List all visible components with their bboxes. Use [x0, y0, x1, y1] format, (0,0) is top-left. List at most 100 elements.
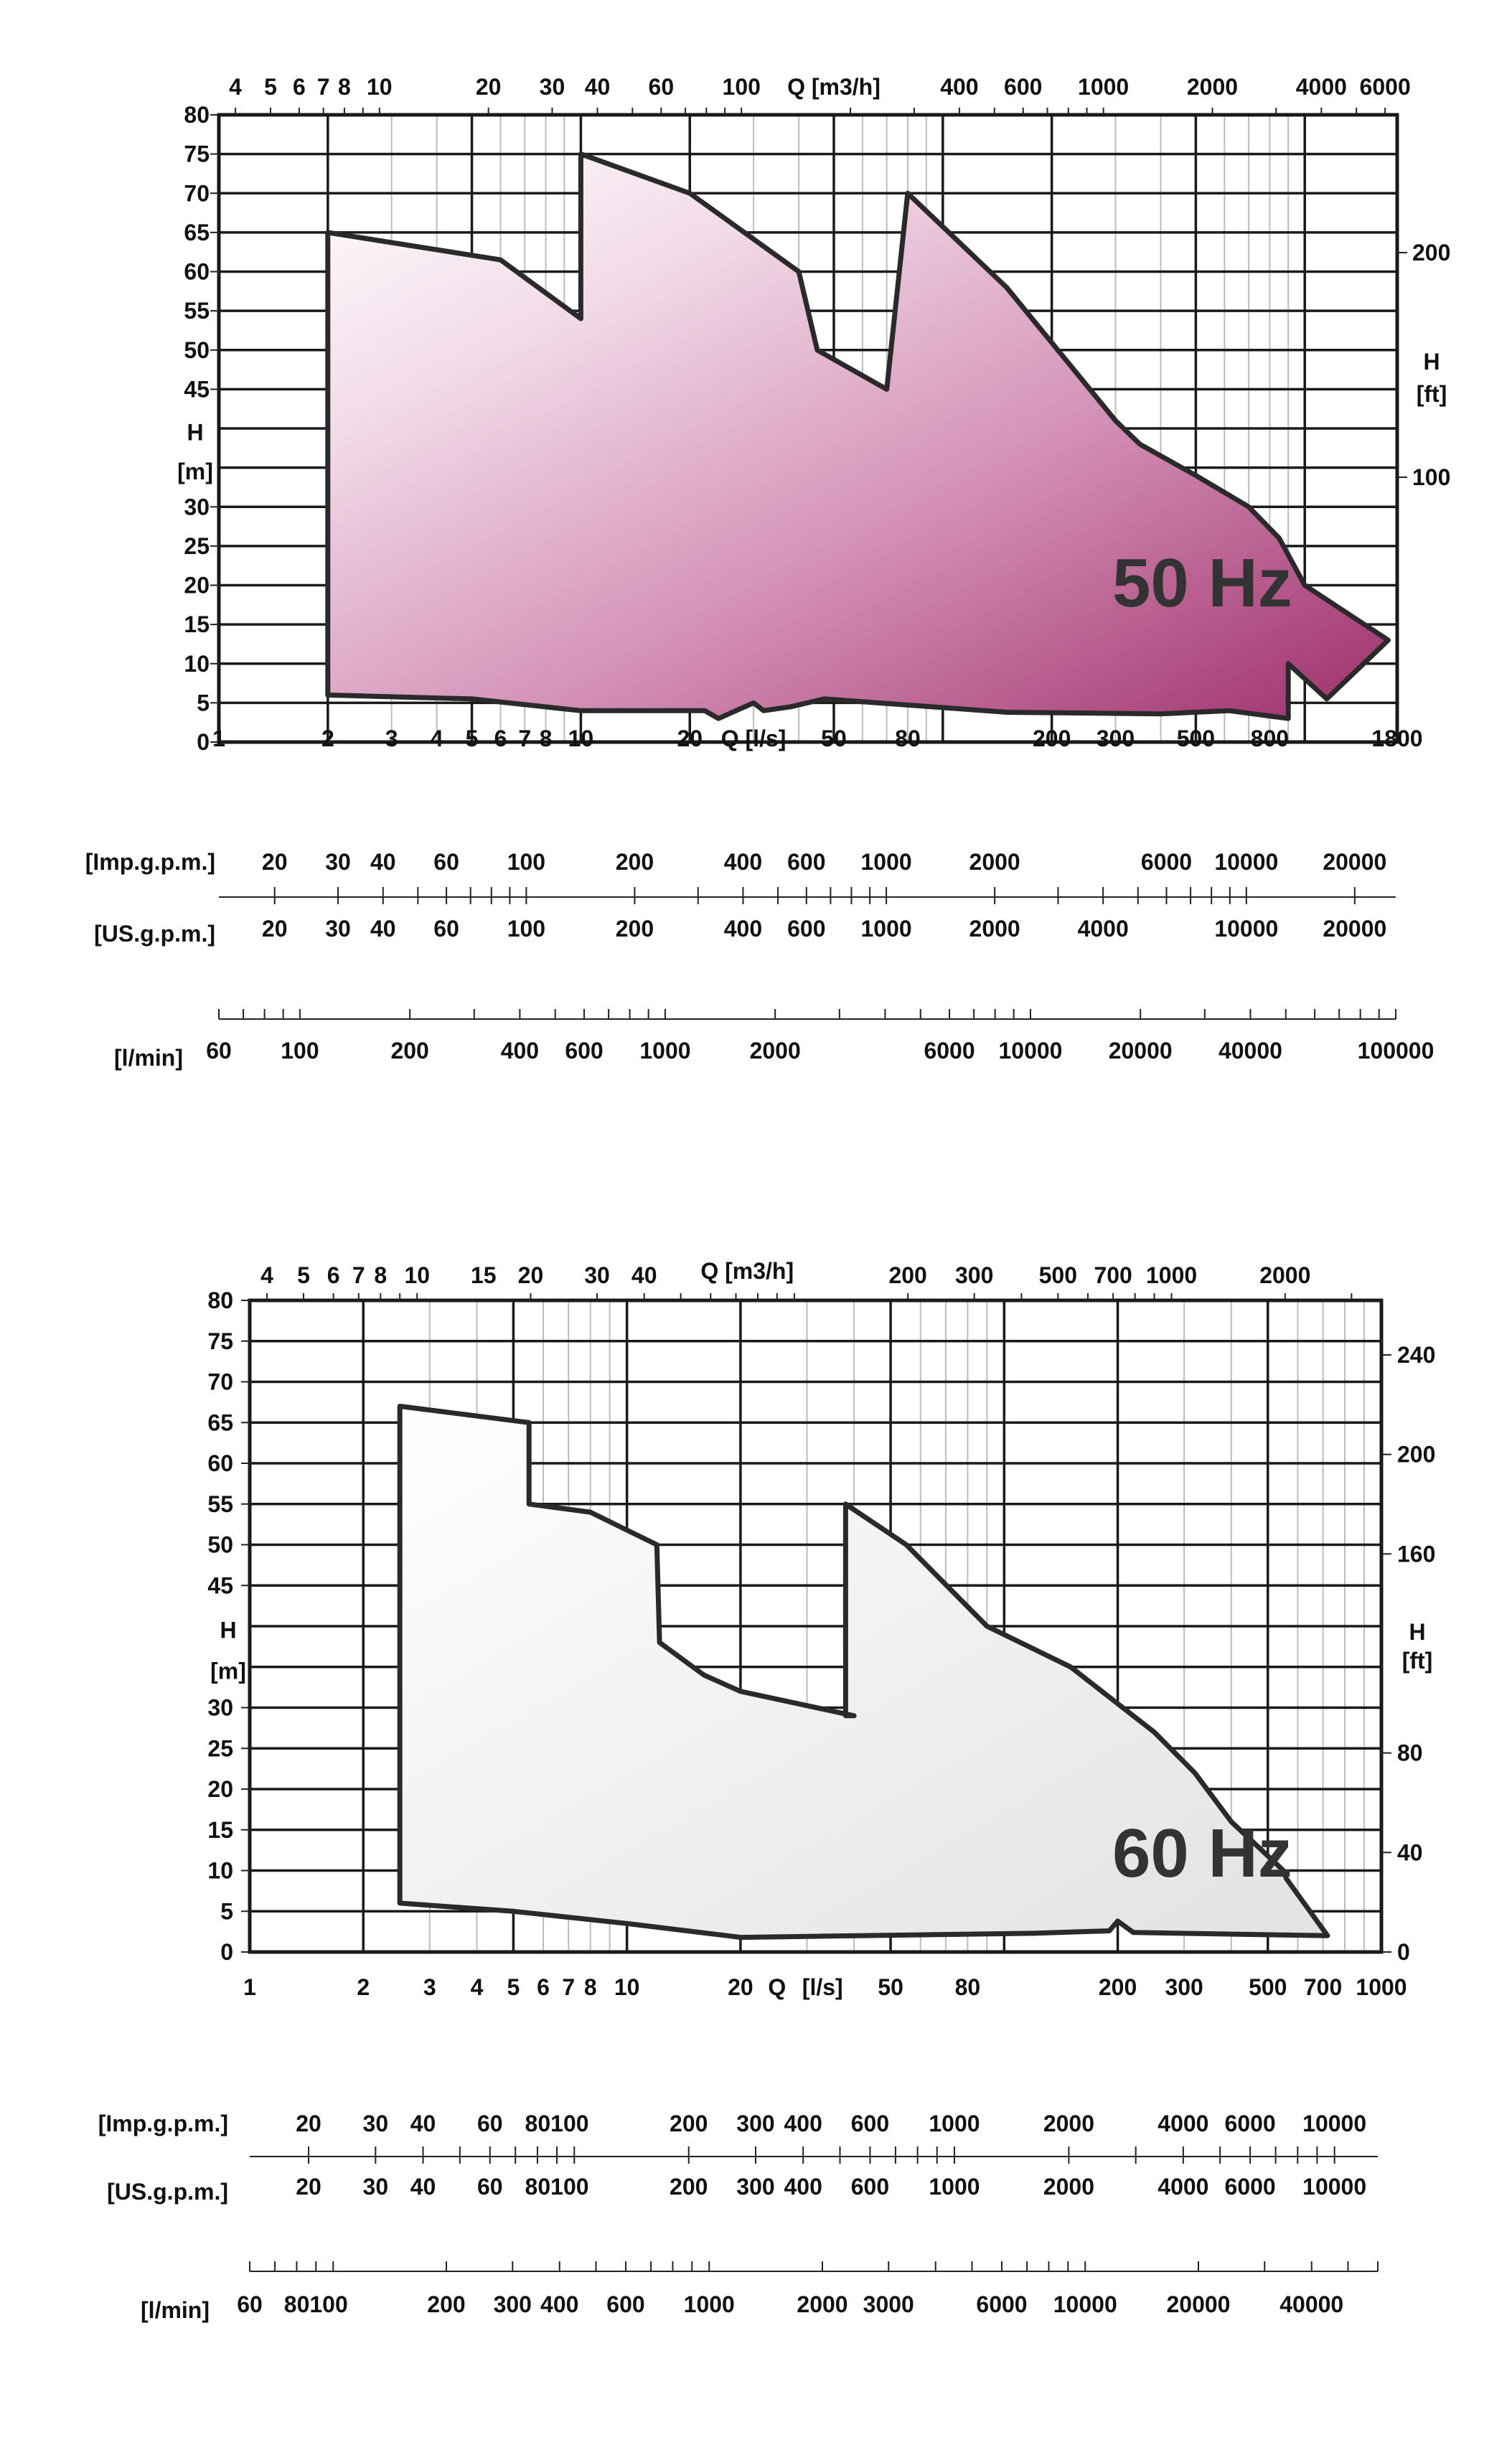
scale-tick-label: 200 — [427, 2291, 465, 2317]
scale-tick-label: 60 — [206, 1038, 232, 1064]
x-tick-label: 50 — [878, 1974, 903, 2000]
top-tick-label: 4000 — [1296, 74, 1347, 100]
scale-tick-label: 30 — [363, 2174, 389, 2200]
scale-label: [US.g.p.m.] — [94, 921, 215, 947]
scale-tick-label: 6000 — [1141, 849, 1192, 875]
scale-tick-label: 20 — [262, 849, 288, 875]
scale-tick-label: 600 — [851, 2174, 889, 2200]
scale-tick-label: 300 — [494, 2291, 532, 2317]
right-axis-label-h: H — [1409, 1619, 1425, 1645]
top-tick-label: 40 — [631, 1262, 657, 1288]
y-tick-label: 45 — [184, 376, 210, 402]
top-tick-label: 300 — [955, 1262, 993, 1288]
scale-tick-label: 400 — [784, 2174, 822, 2200]
x-tick-label: Q [l/s] — [721, 726, 786, 751]
top-tick-label: 30 — [540, 74, 565, 100]
scale-tick-label: 30 — [325, 916, 351, 942]
top-tick-label: 1000 — [1078, 74, 1129, 100]
top-tick-label: 10 — [404, 1262, 430, 1288]
scale-tick-label: 1000 — [639, 1038, 690, 1064]
y-tick-label: 10 — [207, 1858, 233, 1884]
scale-tick-label: 200 — [670, 2174, 708, 2200]
y-tick-label: 80 — [207, 1287, 233, 1313]
top-tick-label: 1000 — [1146, 1262, 1197, 1288]
y-tick-label: 80 — [184, 102, 210, 128]
ft-tick-label: 200 — [1412, 240, 1450, 266]
scale-tick-label: 20000 — [1323, 916, 1386, 942]
scale-tick-label: 200 — [670, 2111, 708, 2136]
scale-tick-label: 6000 — [924, 1038, 975, 1064]
x-tick-label: 4 — [431, 726, 443, 751]
top-tick-label: 20 — [476, 74, 502, 100]
scale-tick-label: 2000 — [969, 916, 1020, 942]
y-tick-label: 55 — [184, 298, 210, 324]
y-tick-label: 10 — [184, 651, 210, 677]
x-tick-label: 3 — [385, 726, 398, 751]
x-tick-label: 6 — [494, 726, 507, 751]
scale-tick-label: 20 — [262, 916, 288, 942]
y-tick-label: 20 — [207, 1776, 233, 1802]
top-tick-label: 8 — [338, 74, 351, 100]
scale-tick-label: 1000 — [861, 916, 912, 942]
scale-tick-label: 600 — [787, 849, 825, 875]
y-tick-label: 30 — [207, 1695, 233, 1721]
scale-tick-label: 60 — [477, 2111, 503, 2136]
x-tick-label: 7 — [562, 1974, 575, 2000]
scale-tick-label: 40 — [410, 2174, 436, 2200]
scale-tick-label: 60 — [433, 849, 459, 875]
x-tick-label: 20 — [728, 1974, 753, 2000]
scale-label: [US.g.p.m.] — [107, 2179, 228, 2205]
y-axis-label-unit: [m] — [177, 459, 213, 484]
x-tick-label: 800 — [1251, 726, 1289, 751]
ft-tick-label: 240 — [1397, 1342, 1435, 1368]
scale-tick-label: 6000 — [1225, 2111, 1276, 2136]
scale-tick-label: 400 — [724, 849, 762, 875]
y-axis-label-h: H — [187, 419, 203, 445]
y-tick-label: 65 — [207, 1409, 233, 1435]
scale-tick-label: 20000 — [1166, 2291, 1230, 2317]
ft-tick-label: 0 — [1397, 1939, 1410, 1965]
x-tick-label: 50 — [821, 726, 847, 751]
scale-tick-label: 2000 — [1043, 2174, 1094, 2200]
scale-tick-label: 100000 — [1358, 1038, 1434, 1064]
scale-tick-label: 60 — [237, 2291, 263, 2317]
top-tick-label: 20 — [518, 1262, 544, 1288]
right-axis-label-h: H — [1423, 349, 1440, 375]
y-tick-label: 75 — [207, 1328, 233, 1354]
y-axis-label-unit: [m] — [210, 1658, 246, 1684]
x-tick-label: 80 — [895, 726, 921, 751]
scale-tick-label: 600 — [565, 1038, 603, 1064]
x-tick-label: 2 — [357, 1974, 370, 2000]
top-tick-label: 4 — [260, 1262, 273, 1288]
scale-tick-label: 10000 — [1214, 916, 1278, 942]
scale-tick-label: 400 — [724, 916, 762, 942]
scale-tick-label: 6000 — [1225, 2174, 1276, 2200]
scale-tick-label: 40000 — [1279, 2291, 1343, 2317]
scale-tick-label: 1000 — [929, 2111, 980, 2136]
x-tick-label: 1000 — [1356, 1974, 1407, 2000]
scale-tick-label: 20000 — [1109, 1038, 1173, 1064]
scale-tick-label: 10000 — [1214, 849, 1278, 875]
scale-tick-label: 100 — [281, 1038, 319, 1064]
y-tick-label: 75 — [184, 141, 210, 167]
scale-tick-label: 80100 — [525, 2111, 589, 2136]
x-tick-label: 200 — [1099, 1974, 1137, 2000]
top-axis-label: Q [m3/h] — [787, 74, 881, 100]
y-axis-label-h: H — [220, 1618, 236, 1643]
x-tick-label: 10 — [614, 1974, 640, 2000]
x-tick-label: 1 — [243, 1974, 256, 2000]
y-tick-label: 0 — [197, 729, 210, 755]
plot-frame — [248, 1298, 1384, 1954]
scale-tick-label: 2000 — [969, 849, 1020, 875]
ft-tick-label: 80 — [1397, 1740, 1423, 1766]
x-tick-label: 2 — [321, 726, 334, 751]
scale-tick-label: 40 — [410, 2111, 436, 2136]
performance-envelope — [325, 151, 1391, 721]
scale-tick-label: 80100 — [525, 2174, 589, 2200]
scale-tick-label: 40 — [370, 849, 396, 875]
scale-label: [Imp.g.p.m.] — [98, 2111, 228, 2136]
x-tick-label: 10 — [568, 726, 594, 751]
plot-frame — [217, 113, 1399, 744]
y-tick-label: 20 — [184, 573, 210, 599]
scale-tick-label: 30 — [363, 2111, 389, 2136]
